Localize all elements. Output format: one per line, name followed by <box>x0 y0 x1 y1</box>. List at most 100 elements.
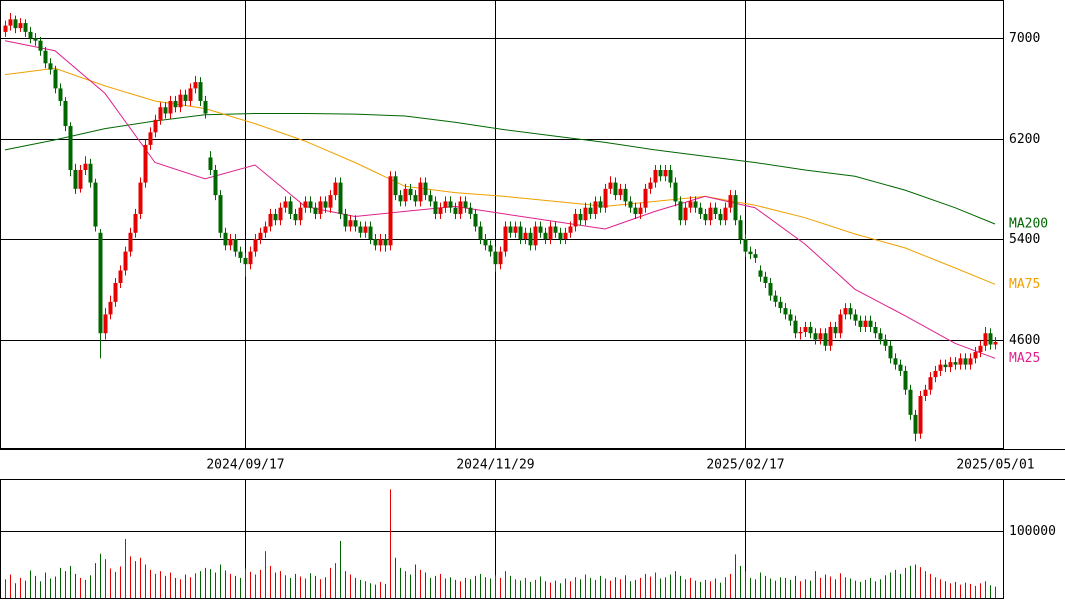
candle-body <box>548 226 553 240</box>
candle-body <box>973 352 978 359</box>
candle-body <box>793 320 798 334</box>
candle-body <box>693 201 698 208</box>
candle-body <box>898 364 903 371</box>
candle-body <box>28 31 33 39</box>
candle-body <box>53 69 58 89</box>
candle-body <box>553 226 558 233</box>
candle-body <box>743 239 748 252</box>
candle-body <box>538 226 543 233</box>
candle-body <box>223 232 228 246</box>
y-tick-label: 4600 <box>1009 333 1040 348</box>
candle-body <box>583 207 588 221</box>
candle-body <box>63 100 68 127</box>
candle-body <box>103 314 108 334</box>
candle-body <box>448 201 453 208</box>
candle-body <box>428 195 433 202</box>
candle-body <box>188 88 193 101</box>
candle-body <box>623 188 628 202</box>
candle-body <box>413 195 418 202</box>
candle-body <box>933 370 938 378</box>
candle-body <box>503 226 508 252</box>
candle-body <box>73 170 78 189</box>
candle-body <box>418 182 423 202</box>
candle-body <box>648 182 653 189</box>
candle-body <box>518 226 523 240</box>
candle-body <box>183 94 188 101</box>
candle-body <box>288 201 293 214</box>
candle-body <box>173 100 178 108</box>
candle-body <box>868 320 873 327</box>
candle-body <box>658 170 663 177</box>
candle-body <box>803 326 808 332</box>
y-tick-label: 100000 <box>1009 524 1056 539</box>
candle-body <box>433 201 438 214</box>
candle-body <box>813 333 818 340</box>
candle-body <box>233 239 238 252</box>
candle-body <box>488 245 493 252</box>
candle-body <box>108 301 113 315</box>
candle-body <box>8 19 13 26</box>
candle-body <box>703 213 708 221</box>
candle-body <box>983 333 988 346</box>
candle-body <box>158 107 163 120</box>
candle-body <box>258 232 263 240</box>
candle-body <box>773 295 778 302</box>
candle-body <box>333 182 338 196</box>
candle-body <box>48 63 53 70</box>
candle-body <box>513 226 518 233</box>
candle-body <box>643 188 648 208</box>
candle-body <box>273 213 278 221</box>
candle-body <box>3 25 8 32</box>
candle-body <box>718 213 723 221</box>
candle-body <box>498 251 503 265</box>
candle-body <box>238 251 243 258</box>
candle-body <box>283 201 288 208</box>
candle-body <box>133 213 138 233</box>
candle-body <box>618 188 623 196</box>
candle-body <box>478 226 483 240</box>
candle-body <box>638 207 643 214</box>
candle-body <box>908 389 913 415</box>
candle-body <box>193 82 198 89</box>
candle-body <box>98 232 103 334</box>
candle-body <box>423 182 428 196</box>
candle-body <box>853 314 858 321</box>
candle-body <box>968 358 973 365</box>
candle-body <box>768 283 773 296</box>
candle-body <box>608 182 613 189</box>
candle-body <box>988 333 993 345</box>
candle-body <box>43 50 48 64</box>
candle-body <box>153 119 158 133</box>
candle-body <box>633 207 638 214</box>
x-tick-label: 2024/09/17 <box>206 458 284 473</box>
candle-body <box>683 207 688 221</box>
candle-body <box>738 220 743 240</box>
candle-body <box>963 358 968 365</box>
candle-body <box>808 326 813 334</box>
candle-body <box>23 23 28 32</box>
candle-body <box>723 207 728 221</box>
candle-body <box>458 201 463 214</box>
candle-body <box>978 345 983 353</box>
candle-body <box>883 339 888 346</box>
candle-body <box>783 308 788 315</box>
candle-body <box>903 370 908 390</box>
candle-body <box>838 314 843 334</box>
candle-body <box>313 207 318 214</box>
candle-body <box>343 213 348 227</box>
candle-body <box>368 226 373 240</box>
x-tick-label: 2025/02/17 <box>706 458 784 473</box>
candle-body <box>848 308 853 315</box>
candle-body <box>363 226 368 233</box>
candle-body <box>828 326 833 346</box>
candle-body <box>533 226 538 246</box>
candle-body <box>353 220 358 227</box>
candle-body <box>573 213 578 227</box>
candle-body <box>263 226 268 233</box>
candle-body <box>578 213 583 221</box>
y-tick-label: 7000 <box>1009 31 1040 46</box>
x-tick-label: 2025/05/01 <box>956 458 1034 473</box>
candle-body <box>558 232 563 240</box>
candle-body <box>348 220 353 227</box>
